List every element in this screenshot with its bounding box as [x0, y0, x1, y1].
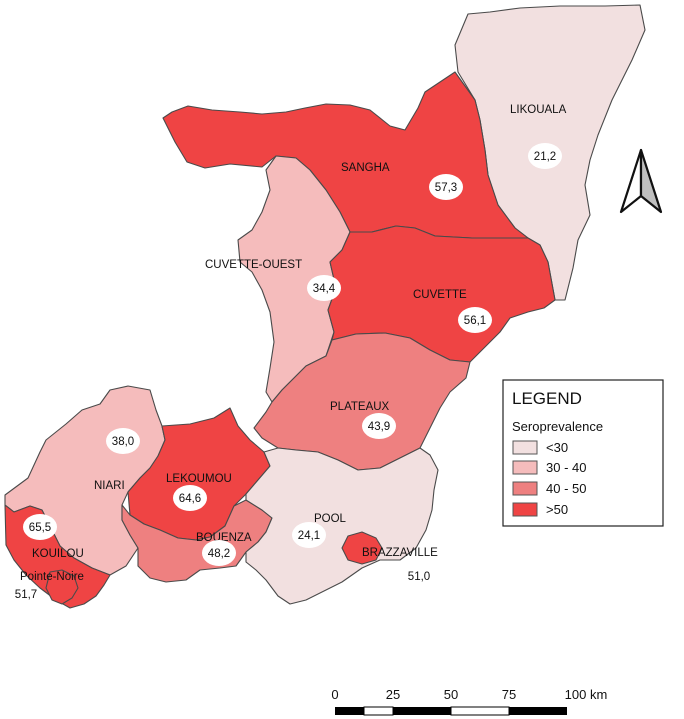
label-brazzaville: BRAZZAVILLE [362, 547, 438, 559]
scale-segment [335, 707, 364, 715]
scale-segment [509, 707, 567, 715]
value-bubble [202, 540, 236, 566]
legend-swatch [512, 460, 538, 475]
scale-segment [450, 706, 510, 716]
value-sangha: 57,3 [435, 182, 457, 194]
value-kouilou: 65,5 [29, 522, 51, 534]
value-bubble [307, 275, 341, 301]
legend-item-label: <30 [546, 440, 568, 455]
label-sangha: SANGHA [341, 162, 390, 174]
value-bubble [458, 307, 492, 333]
label-niari: NIARI [94, 480, 125, 492]
region-pool [245, 447, 439, 605]
label-lekoumou: LEKOUMOU [166, 473, 232, 485]
label-bouenza: BOUENZA [196, 532, 252, 544]
scale-tick-label: 25 [386, 687, 400, 702]
scale-tick-label: 50 [444, 687, 458, 702]
value-bubble [429, 174, 463, 200]
legend-item-label: >50 [546, 502, 568, 517]
scale-segment [363, 706, 394, 716]
legend: LEGEND Seroprevalence <30 30 - 40 40 - 5… [502, 379, 664, 527]
scale-tick-label: 100 km [565, 687, 608, 702]
value-brazzaville: 51,0 [408, 571, 430, 583]
label-pool: POOL [314, 513, 347, 525]
value-cuvette: 56,1 [464, 315, 486, 327]
label-plateaux: PLATEAUX [330, 401, 390, 413]
value-bubble [106, 428, 140, 454]
region-cuvette [327, 225, 556, 363]
value-bubble [292, 522, 326, 548]
label-pointe-noire: Pointe-Noire [20, 571, 84, 583]
value-pool: 24,1 [298, 530, 320, 542]
legend-subtitle: Seroprevalence [512, 419, 603, 434]
value-niari: 38,0 [112, 436, 134, 448]
value-cuvette-ouest: 34,4 [313, 283, 336, 295]
value-likouala: 21,2 [534, 151, 556, 163]
region-pointe-noire [45, 569, 79, 605]
value-pointe-noire: 51,7 [15, 589, 37, 601]
scale-segment [393, 707, 451, 715]
legend-swatch [512, 502, 538, 517]
legend-item-label: 30 - 40 [546, 460, 586, 475]
legend-item-label: 40 - 50 [546, 481, 586, 496]
value-bubble [23, 514, 57, 540]
legend-swatch [512, 440, 538, 455]
legend-swatch [512, 481, 538, 496]
region-brazzaville [341, 531, 383, 565]
label-kouilou: KOUILOU [32, 548, 84, 560]
label-likouala: LIKOUALA [510, 104, 567, 116]
label-cuvette-ouest: CUVETTE-OUEST [205, 259, 302, 271]
region-sangha [162, 71, 529, 239]
legend-title: LEGEND [512, 389, 582, 408]
scale-tick-label: 75 [502, 687, 516, 702]
value-bubble [173, 485, 207, 511]
value-lekoumou: 64,6 [179, 493, 201, 505]
north-arrow-icon [619, 148, 663, 214]
label-cuvette: CUVETTE [413, 289, 467, 301]
value-plateaux: 43,9 [368, 421, 390, 433]
scale-bar: 0 25 50 75 100 km [331, 687, 608, 716]
scale-tick-label: 0 [331, 687, 338, 702]
value-bubble [528, 143, 562, 169]
value-bouenza: 48,2 [208, 548, 230, 560]
value-bubble [362, 413, 396, 439]
